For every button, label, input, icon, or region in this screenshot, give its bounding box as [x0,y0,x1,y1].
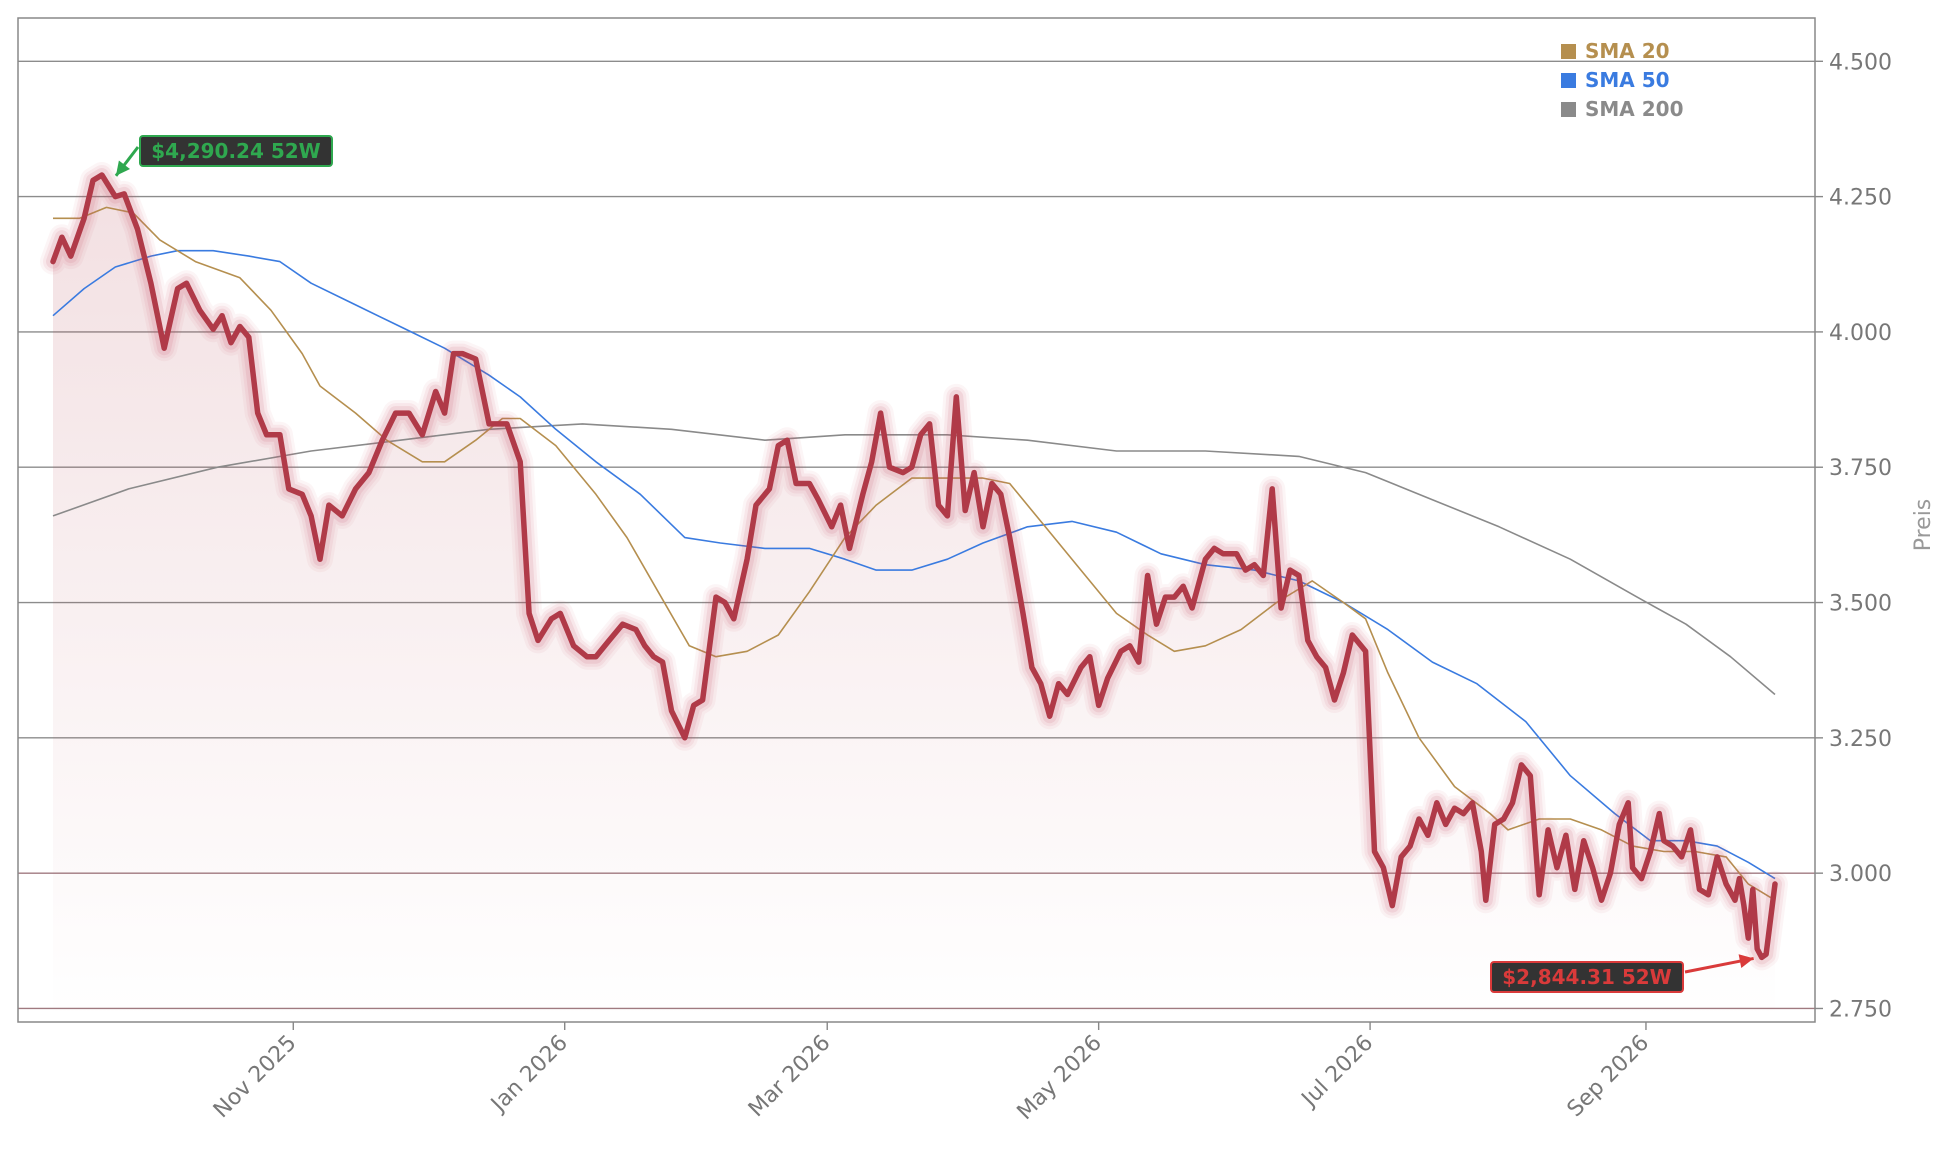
legend-swatch [1561,102,1576,117]
price-area [53,175,1775,1022]
y-axis-title: Preis [1911,499,1936,552]
x-tick-label: Mar 2026 [744,1031,836,1123]
y-tick-label: 2.750 [1829,997,1892,1022]
legend-item-sma20: SMA 20 [1561,39,1670,63]
x-tick-label: May 2026 [1013,1031,1107,1125]
low-annotation: $2,844.31 52W [1490,954,1754,993]
x-tick-label: Jan 2026 [485,1031,573,1119]
price-line [50,172,1778,961]
y-tick-label: 3.750 [1829,456,1892,481]
annotation-box [139,135,333,167]
y-tick-label: 4.000 [1829,321,1892,346]
annotation-box [1490,961,1684,993]
legend-label: SMA 50 [1585,68,1670,92]
price-line-group [40,162,1788,971]
plot-frame [17,17,1816,1023]
sma20-line [53,206,1776,901]
y-tick-label: 4.250 [1829,186,1892,211]
legend-swatch [1561,44,1576,59]
y-axis: 2.750 3.000 3.250 3.500 3.750 4.000 4.250 4.500 [1815,50,1892,1022]
annotation-label: $4,290.24 52W [151,139,320,163]
y-tick-label: 3.000 [1829,862,1892,887]
x-tick-label: Sep 2026 [1563,1031,1655,1123]
high-annotation: $4,290.24 52W [114,135,333,177]
legend-item-sma50: SMA 50 [1561,68,1670,92]
x-tick-label: Jul 2026 [1296,1031,1378,1113]
y-tick-label: 4.500 [1829,50,1892,75]
annotations: $4,290.24 52W $2,844.31 52W [114,135,1754,993]
annotation-arrowhead [1738,954,1754,968]
y-tick-label: 3.500 [1829,592,1892,617]
legend-label: SMA 20 [1585,39,1670,63]
y-tick-label: 3.250 [1829,727,1892,752]
sma200-line [52,423,1776,696]
price-area-fill [53,175,1775,1022]
sma-lines [52,206,1776,901]
x-tick-label: Nov 2025 [209,1031,302,1124]
annotation-arrowhead [115,160,130,176]
legend: SMA 20 SMA 50 SMA 200 [1561,39,1684,121]
legend-swatch [1561,73,1576,88]
sma50-line [52,249,1776,880]
legend-label: SMA 200 [1585,97,1684,121]
annotation-label: $2,844.31 52W [1502,965,1671,989]
legend-item-sma200: SMA 200 [1561,97,1684,121]
x-axis: Nov 2025 Jan 2026 Mar 2026 May 2026 Jul 2026… [209,1022,1654,1125]
